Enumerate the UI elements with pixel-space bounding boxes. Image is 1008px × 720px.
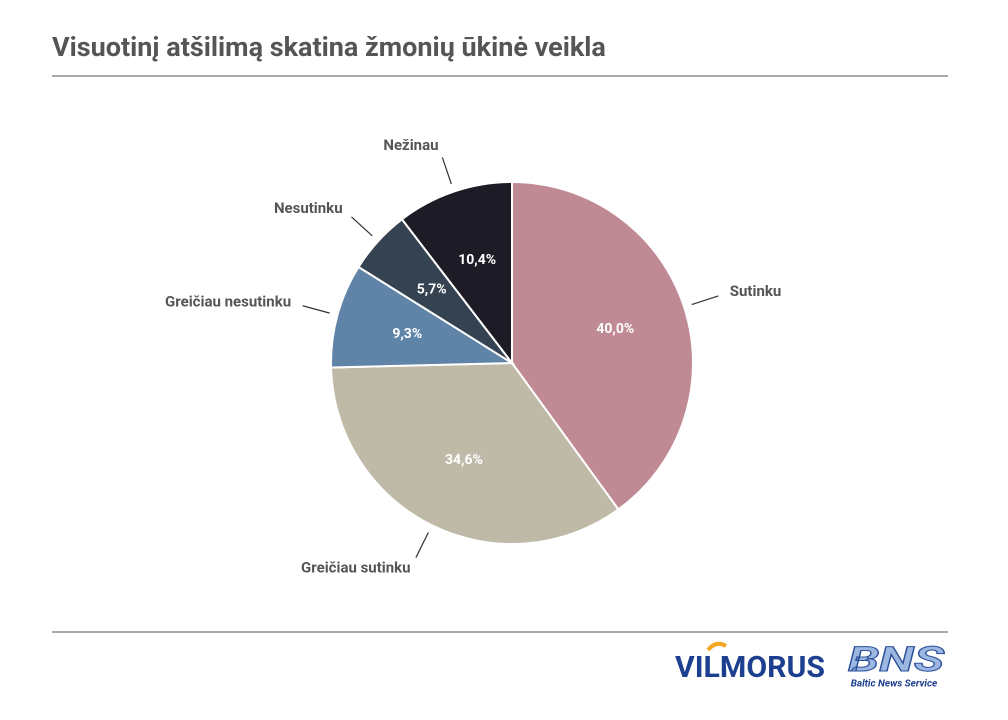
value-label: 40,0% xyxy=(596,321,634,337)
leader-line xyxy=(351,216,373,237)
vilmorus-logo: VILMORUS xyxy=(675,650,825,685)
pie-slice xyxy=(511,180,694,511)
leader-line xyxy=(415,532,429,558)
category-label: Greičiau sutinku xyxy=(301,558,411,576)
bns-logo: BNS xyxy=(848,640,945,680)
leader-line xyxy=(441,157,452,185)
chart-title: Visuotinį atšilimą skatina žmonių ūkinė … xyxy=(52,31,606,63)
bns-caption: Baltic News Service xyxy=(851,679,938,690)
category-label: Sutinku xyxy=(730,282,782,300)
value-label: 9,3% xyxy=(392,326,422,342)
category-label: Nesutinku xyxy=(274,199,343,217)
pie-slice xyxy=(400,180,513,366)
logo-swoosh xyxy=(706,641,728,652)
category-label: Nežinau xyxy=(383,136,438,154)
category-label: Greičiau nesutinku xyxy=(165,293,291,311)
value-label: 34,6% xyxy=(445,452,483,468)
pie-slice xyxy=(330,265,516,369)
leader-line xyxy=(302,305,330,314)
leader-line xyxy=(691,295,719,306)
pie-slice xyxy=(330,361,620,545)
value-label: 5,7% xyxy=(417,282,447,298)
value-label: 10,4% xyxy=(458,252,496,268)
